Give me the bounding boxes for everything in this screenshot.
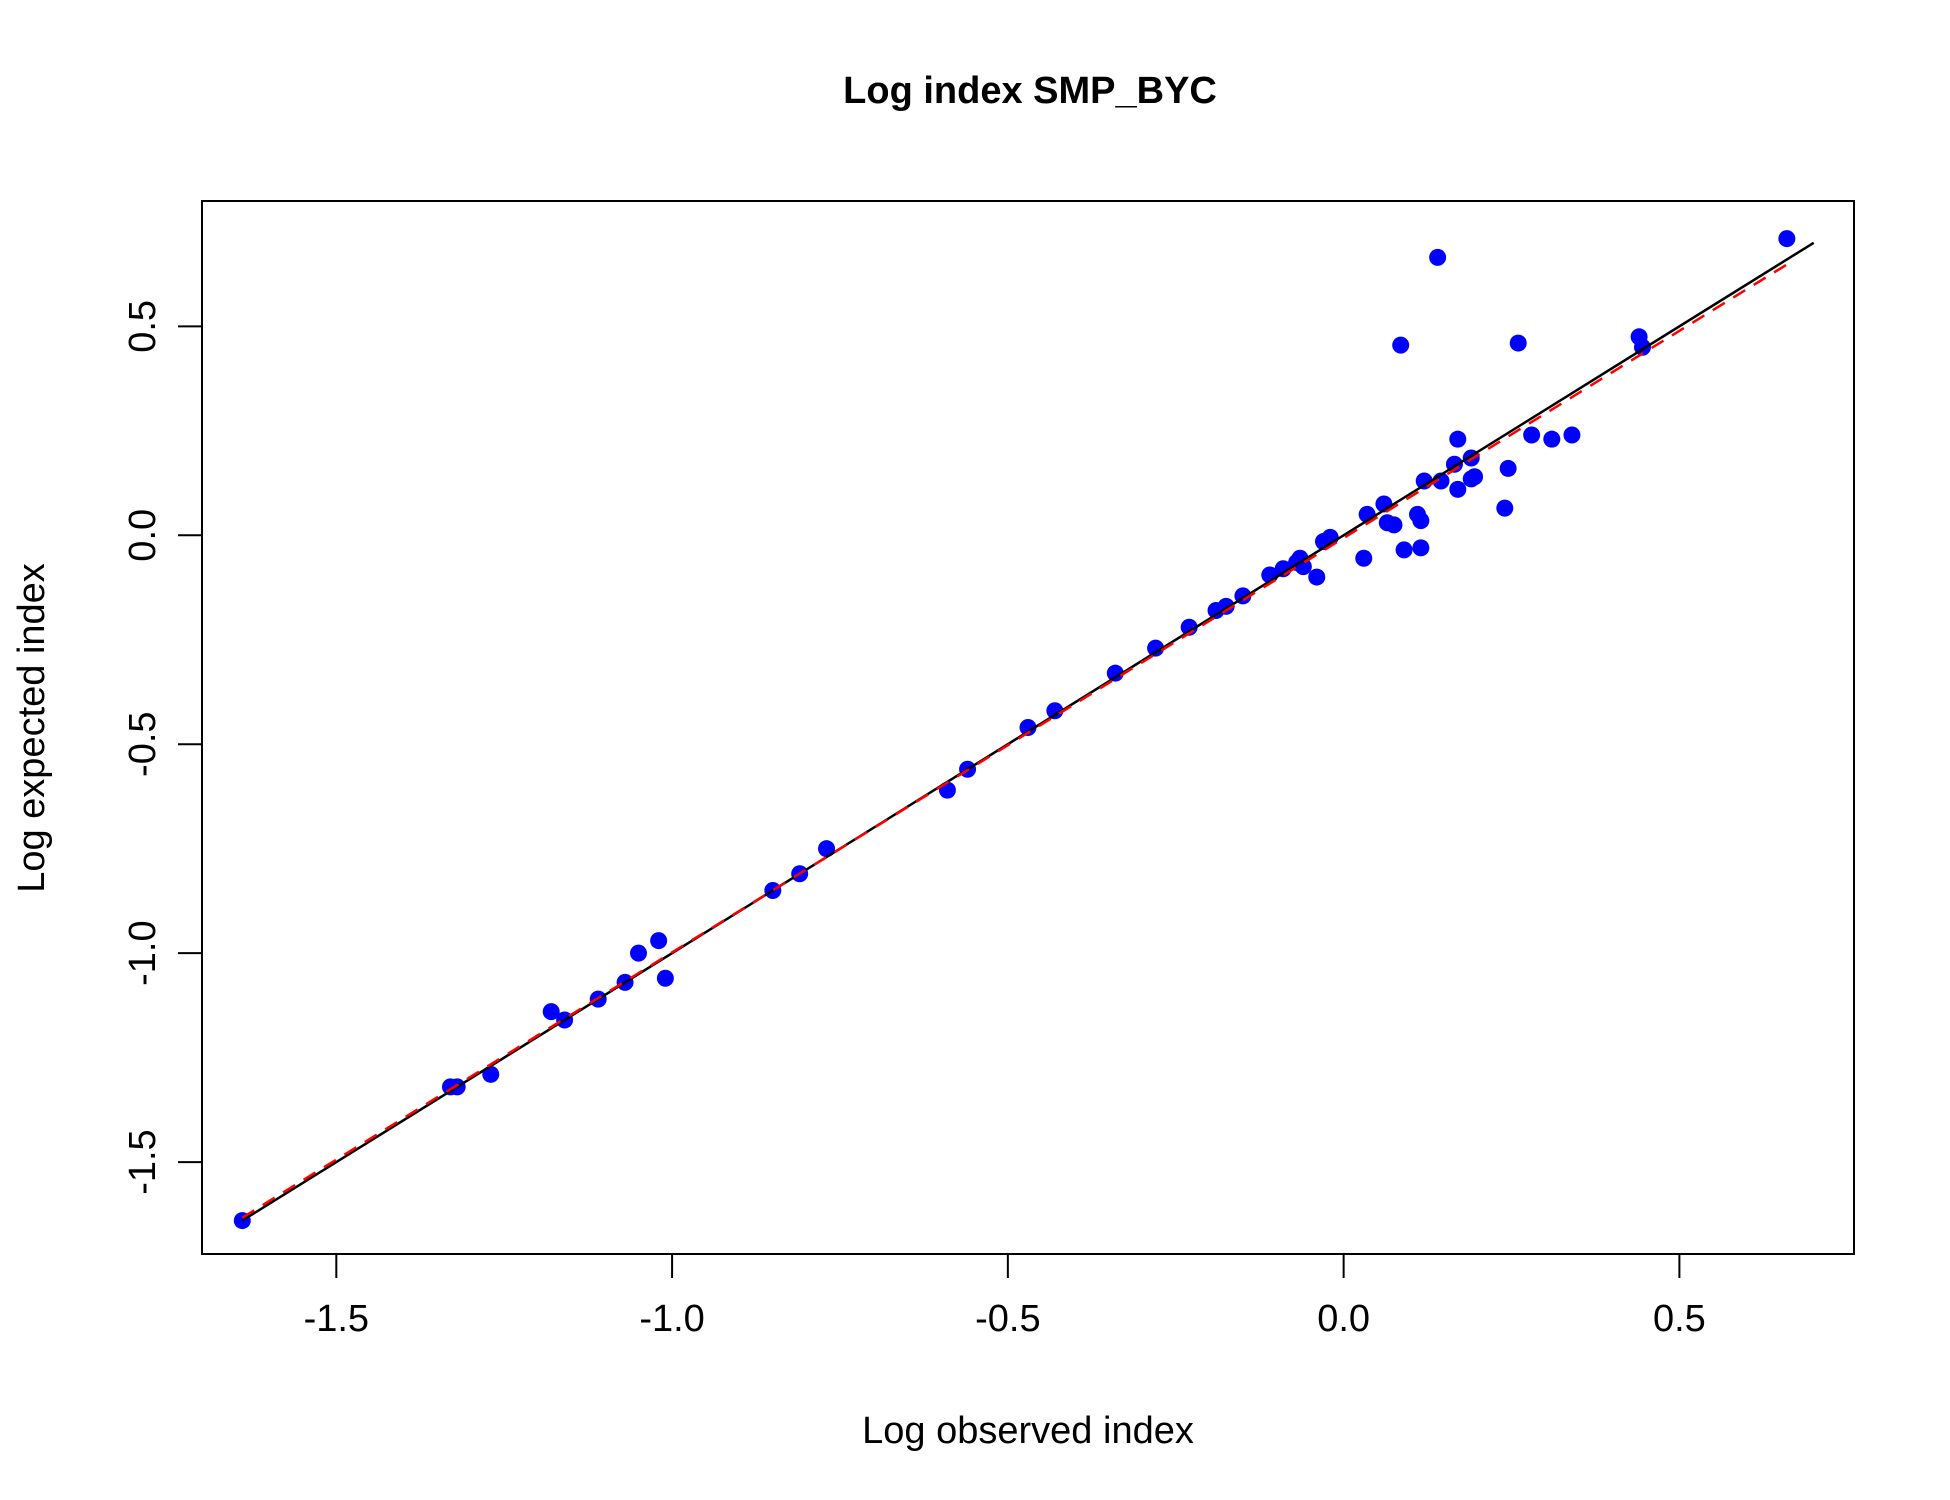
y-tick-label: 0.0	[122, 509, 164, 562]
x-tick-label: 0.5	[1653, 1298, 1706, 1340]
data-point	[1395, 541, 1413, 559]
x-axis: -1.5 -1.0 -0.5 0.0 0.5	[304, 1253, 1706, 1340]
y-axis: -1.5 -1.0 -0.5 0.0 0.5	[122, 300, 203, 1195]
data-point	[1563, 426, 1581, 444]
data-point	[1449, 430, 1467, 448]
x-tick-label: -0.5	[975, 1298, 1040, 1340]
data-point	[1046, 702, 1064, 720]
data-point	[1308, 568, 1326, 586]
y-tick-label: -0.5	[122, 711, 164, 776]
data-point	[1392, 336, 1410, 354]
data-point	[1429, 248, 1447, 266]
data-point	[1499, 459, 1517, 477]
data-point	[1385, 516, 1403, 534]
x-tick-label: 0.0	[1317, 1298, 1370, 1340]
data-point	[650, 932, 668, 950]
y-axis-label: Log expected index	[11, 563, 53, 893]
y-tick-label: 0.5	[122, 300, 164, 353]
y-tick-label: -1.5	[122, 1129, 164, 1194]
data-point	[656, 969, 674, 987]
data-point	[1778, 230, 1796, 248]
data-point	[1449, 480, 1467, 498]
data-point	[1509, 334, 1527, 352]
data-point	[1147, 639, 1165, 657]
y-tick-label: -1.0	[122, 920, 164, 985]
x-tick-label: -1.0	[639, 1298, 704, 1340]
data-point	[542, 1003, 560, 1021]
data-point	[1523, 426, 1541, 444]
data-point	[1106, 664, 1124, 682]
x-axis-label: Log observed index	[862, 1410, 1194, 1452]
data-point	[1466, 468, 1484, 486]
fit-line-dashed	[241, 263, 1788, 1219]
data-point	[1412, 512, 1430, 530]
data-point	[630, 944, 648, 962]
data-point	[1496, 499, 1514, 517]
chart-title: Log index SMP_BYC	[843, 70, 1217, 112]
data-point	[1019, 719, 1037, 736]
reference-lines	[241, 241, 1815, 1222]
data-point	[1412, 539, 1430, 557]
data-point	[1355, 549, 1373, 567]
data-points	[233, 230, 1796, 1230]
x-tick-label: -1.5	[304, 1298, 369, 1340]
data-point	[1543, 430, 1561, 448]
